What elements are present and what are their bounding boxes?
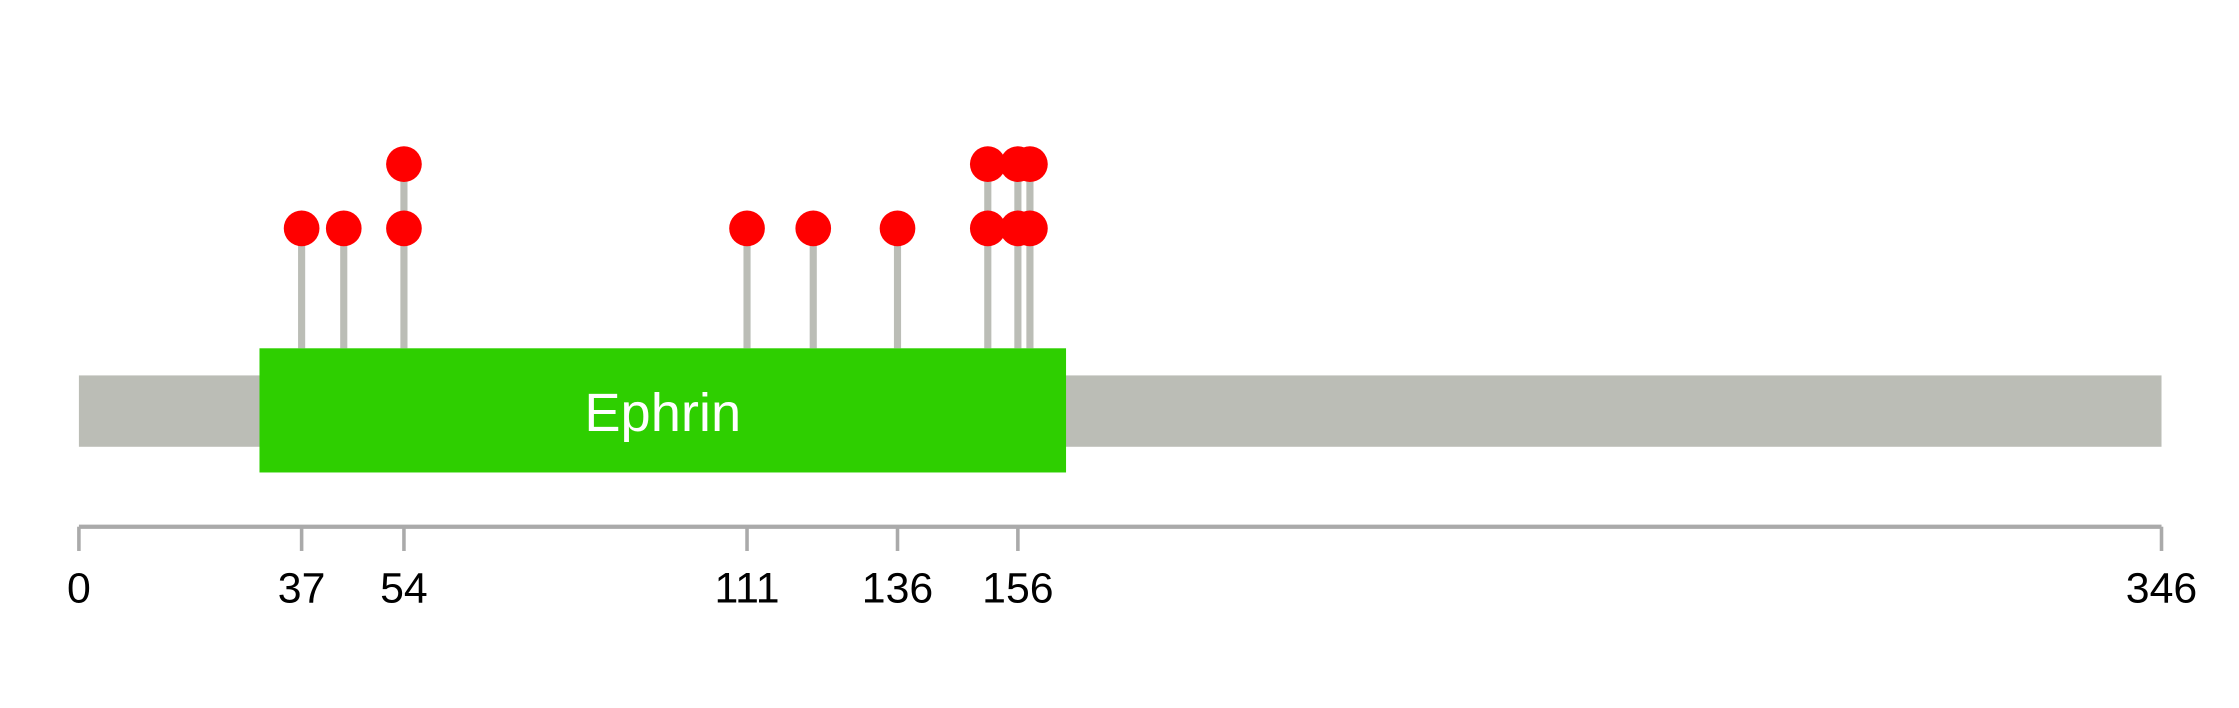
axis-tick-label: 37 xyxy=(278,564,326,612)
mutation-dot[interactable] xyxy=(969,210,1006,247)
mutation-dot[interactable] xyxy=(325,210,362,247)
axis-tick-label: 346 xyxy=(2126,564,2197,612)
mutation-dot[interactable] xyxy=(969,146,1006,182)
mutation-stems xyxy=(298,164,1034,349)
axis-tick-label: 0 xyxy=(67,564,91,612)
mutation-dot[interactable] xyxy=(1012,146,1048,182)
axis-tick-label: 111 xyxy=(714,564,779,612)
mutation-dot[interactable] xyxy=(879,210,916,247)
mutation-dot[interactable] xyxy=(729,210,765,247)
mutation-dots xyxy=(283,146,1048,247)
mutation-dot[interactable] xyxy=(283,210,320,247)
axis-tick-label: 136 xyxy=(862,564,933,612)
position-axis: 0 37 54 111 136 156 346 xyxy=(67,524,2197,612)
mutation-dot[interactable] xyxy=(386,146,422,182)
mutation-dot[interactable] xyxy=(1012,210,1048,247)
domain-label: Ephrin xyxy=(584,383,741,443)
axis-tick-label: 54 xyxy=(380,564,428,612)
axis-tick-label: 156 xyxy=(982,564,1053,612)
domain-ephrin xyxy=(259,348,1067,473)
mutation-dot[interactable] xyxy=(795,210,832,247)
mutation-dot[interactable] xyxy=(386,210,422,247)
domains: Ephrin xyxy=(259,348,1067,473)
